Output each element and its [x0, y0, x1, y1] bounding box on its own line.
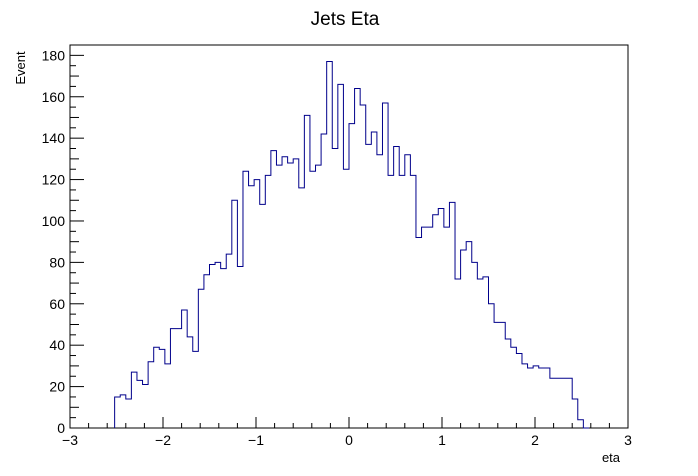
x-tick-label: 3: [624, 432, 632, 448]
y-tick-label: 160: [42, 89, 66, 105]
x-tick-label: 1: [438, 432, 446, 448]
x-tick-label: −1: [248, 432, 264, 448]
x-tick-label: −3: [62, 432, 78, 448]
y-axis-label: Event: [13, 51, 28, 85]
plot-frame: [69, 44, 629, 429]
x-tick-label: 0: [345, 432, 353, 448]
y-tick-label: 20: [49, 379, 65, 395]
y-tick-label: 140: [42, 130, 66, 146]
axes: −3 −2 −1 0 1 2 3 0 20 40 60 80 100 120 140 160 180: [42, 44, 632, 448]
y-tick-label: 0: [57, 420, 65, 436]
y-tick-label: 40: [49, 337, 65, 353]
x-axis-label: eta: [602, 450, 621, 465]
y-tick-label: 60: [49, 296, 65, 312]
x-tick-label: 2: [531, 432, 539, 448]
x-tick-label: −2: [155, 432, 171, 448]
y-tick-label: 120: [42, 172, 66, 188]
y-tick-label: 180: [42, 47, 66, 63]
chart-title: Jets Eta: [311, 9, 380, 30]
y-tick-label: 80: [49, 254, 65, 270]
histogram-outline: [114, 61, 589, 429]
y-tick-label: 100: [42, 213, 66, 229]
